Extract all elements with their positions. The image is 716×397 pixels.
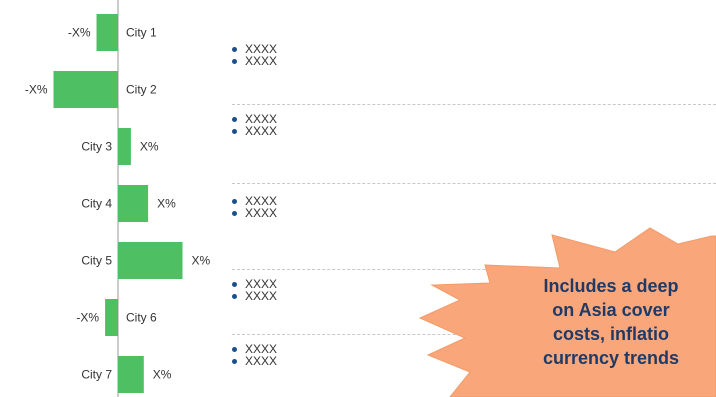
- callout-text: Includes a deep on Asia cover costs, inf…: [500, 274, 716, 370]
- category-label: City 6: [126, 311, 157, 325]
- bullet-item: XXXX: [232, 113, 277, 125]
- dashed-divider: [232, 104, 716, 105]
- bar: [105, 299, 118, 336]
- bullet-dot-icon: [232, 58, 237, 64]
- callout-line-2: on Asia cover: [552, 300, 670, 320]
- bullet-group-5: XXXX XXXX: [232, 343, 277, 367]
- callout-line-3: costs, inflatio: [552, 324, 669, 344]
- data-label: -X%: [68, 26, 91, 40]
- bullet-dot-icon: [232, 293, 237, 299]
- callout-line-1: Includes a deep: [543, 276, 679, 296]
- bullet-dot-icon: [232, 358, 237, 364]
- bullet-group-2: XXXX XXXX: [232, 113, 277, 137]
- bullet-item: XXXX: [232, 355, 277, 367]
- bullet-item: XXXX: [232, 125, 277, 137]
- category-label: City 4: [81, 197, 112, 211]
- bullet-dot-icon: [232, 346, 237, 352]
- bullet-item: XXXX: [232, 43, 277, 55]
- data-label: -X%: [25, 83, 48, 97]
- category-label: City 7: [81, 368, 112, 382]
- starburst-shape: [418, 227, 716, 397]
- bullet-item: XXXX: [232, 195, 277, 207]
- bar: [118, 242, 183, 279]
- bullet-item: XXXX: [232, 343, 277, 355]
- data-label: -X%: [76, 311, 99, 325]
- bullet-dot-icon: [232, 46, 237, 52]
- data-label: X%: [153, 368, 172, 382]
- bar: [118, 128, 131, 165]
- bullet-item: XXXX: [232, 290, 277, 302]
- category-label: City 1: [126, 26, 157, 40]
- data-label: X%: [140, 140, 159, 154]
- data-label: X%: [157, 197, 176, 211]
- bar: [118, 356, 144, 393]
- bullet-dot-icon: [232, 281, 237, 287]
- bullet-group-3: XXXX XXXX: [232, 195, 277, 219]
- bullet-item: XXXX: [232, 55, 277, 67]
- bar: [96, 14, 118, 51]
- category-label: City 5: [81, 254, 112, 268]
- bullet-dot-icon: [232, 198, 237, 204]
- bullet-item: XXXX: [232, 207, 277, 219]
- bar: [53, 71, 118, 108]
- bullet-group-1: XXXX XXXX: [232, 43, 277, 67]
- bullet-item: XXXX: [232, 278, 277, 290]
- dashed-divider: [232, 269, 716, 270]
- callout-line-4: currency trends: [542, 348, 680, 368]
- data-label: X%: [192, 254, 211, 268]
- bullet-dot-icon: [232, 128, 237, 134]
- bullet-dot-icon: [232, 116, 237, 122]
- category-label: City 2: [126, 83, 157, 97]
- bar: [118, 185, 149, 222]
- dashed-divider: [232, 183, 716, 184]
- bullet-dot-icon: [232, 210, 237, 216]
- category-label: City 3: [81, 140, 112, 154]
- bullet-group-4: XXXX XXXX: [232, 278, 277, 302]
